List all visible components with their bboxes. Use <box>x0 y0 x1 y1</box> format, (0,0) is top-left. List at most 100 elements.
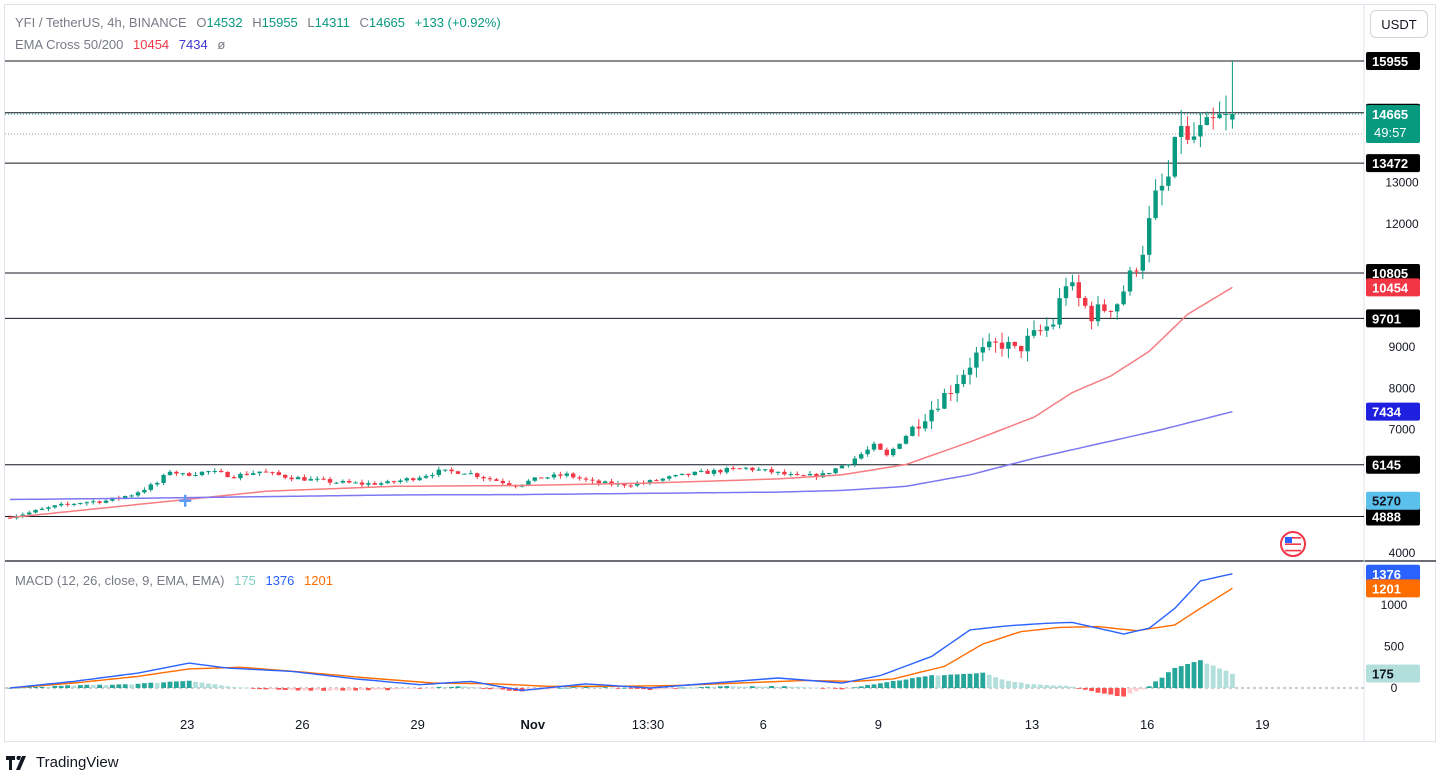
macd-histogram-bar <box>7 687 13 689</box>
candle-body <box>244 473 249 475</box>
candle-body <box>788 474 793 476</box>
macd-histogram-bar <box>1114 688 1120 696</box>
macd-histogram-bar <box>730 686 736 688</box>
candle-body <box>257 471 262 474</box>
macd-histogram-bar <box>410 688 416 689</box>
candle-body <box>295 477 301 480</box>
ema50-line <box>9 286 1233 519</box>
price-tick-label: 13000 <box>1385 176 1419 190</box>
candle-body <box>65 503 70 505</box>
macd-histogram-bar <box>654 688 659 690</box>
time-tick-label: 6 <box>760 717 767 732</box>
time-tick-label: 23 <box>180 717 194 732</box>
price-tick-label: 7000 <box>1389 423 1416 437</box>
candle-body <box>449 469 454 472</box>
macd-histogram-bar <box>385 688 390 691</box>
candle-body <box>1051 324 1056 327</box>
tradingview-logo-icon <box>6 755 26 770</box>
ema200-line <box>9 410 1233 501</box>
macd-histogram-bar <box>346 688 352 691</box>
macd-histogram-bar <box>1108 688 1114 695</box>
candle-body <box>135 492 141 496</box>
ema200-price-badge-bg <box>1366 402 1420 421</box>
candle-body <box>737 468 742 470</box>
macd-hist-badge-bg <box>1366 664 1420 683</box>
candle-body <box>660 478 665 481</box>
candle-body <box>596 480 601 484</box>
candle-body <box>1083 298 1088 306</box>
candle-body <box>910 426 915 436</box>
macd-histogram-bar <box>596 687 602 688</box>
macd-histogram-bar <box>494 688 499 690</box>
candle-body <box>1147 218 1152 255</box>
flag-canton <box>1285 537 1292 543</box>
candle-body <box>494 479 499 481</box>
macd-histogram-bar <box>954 674 960 688</box>
candle-body <box>91 501 96 503</box>
candle-body <box>372 483 377 485</box>
candle-body <box>1153 190 1158 219</box>
macd-histogram-bar <box>26 687 32 688</box>
time-tick-label: 13 <box>1025 717 1039 732</box>
candle-body <box>769 469 774 473</box>
macd-histogram-bar <box>980 672 986 688</box>
macd-legend[interactable]: MACD (12, 26, close, 9, EMA, EMA) 175 13… <box>15 573 333 588</box>
time-tick-label: 26 <box>295 717 309 732</box>
macd-histogram-bar <box>1082 688 1088 690</box>
candle-body <box>123 496 128 499</box>
macd-histogram-bar <box>974 673 979 688</box>
candle-body <box>763 469 768 471</box>
price-tick-label: 4000 <box>1389 546 1416 560</box>
candle-body <box>551 474 557 478</box>
candle-body <box>500 480 505 484</box>
candle-body <box>340 480 345 483</box>
candle-body <box>967 367 973 375</box>
hidden-eye-icon[interactable]: ø <box>217 37 226 52</box>
candle-body <box>391 481 397 483</box>
macd-histogram-bar <box>1223 670 1229 688</box>
macd-histogram-bar <box>257 688 262 690</box>
flag-stripe <box>1285 549 1301 552</box>
macd-histogram-bar <box>679 687 685 689</box>
macd-histogram-bar <box>986 674 992 688</box>
candle-body <box>97 501 102 503</box>
macd-histogram-bar <box>193 681 198 688</box>
macd-histogram-bar <box>84 684 90 688</box>
macd-histogram-bar <box>1166 672 1171 688</box>
candle-body <box>526 480 531 485</box>
macd-histogram-bar <box>449 686 454 688</box>
candle-body <box>1191 136 1197 140</box>
macd-histogram-bar <box>167 681 173 688</box>
macd-histogram-bar <box>148 682 154 688</box>
candle-body <box>647 480 653 484</box>
macd-histogram-bar <box>801 687 806 688</box>
candle-body <box>366 483 371 485</box>
macd-histogram-bar <box>174 681 179 688</box>
price-chart[interactable]: 4000 7000 8000 9000 12000 13000 0 500 1000 23 26 29… <box>0 0 1441 750</box>
macd-line-value: 1376 <box>265 573 295 588</box>
candle-body <box>142 489 147 493</box>
candle-body <box>679 473 685 476</box>
candle-body <box>1172 137 1177 177</box>
macd-histogram-bar <box>90 684 96 688</box>
candle-body <box>852 458 857 465</box>
candle-body <box>807 473 813 476</box>
candle-body <box>148 484 153 490</box>
candle-body <box>532 477 537 481</box>
currency-button[interactable]: USDT <box>1370 10 1428 38</box>
candle-body <box>795 474 800 476</box>
macd-histogram-bar <box>865 684 870 688</box>
tradingview-logo[interactable]: TradingView <box>6 754 119 771</box>
macd-histogram-bar <box>206 683 211 688</box>
candle-body <box>705 470 710 474</box>
candle-body <box>686 473 691 476</box>
macd-histogram-bar <box>378 688 384 690</box>
close-label: C <box>359 15 369 30</box>
ema-legend[interactable]: EMA Cross 50/200 10454 7434 ø <box>15 37 225 52</box>
candle-body <box>347 480 352 483</box>
candle-body <box>1031 330 1037 336</box>
macd-histogram-bar <box>33 686 38 688</box>
candle-body <box>903 435 909 444</box>
macd-histogram-bar <box>775 686 781 688</box>
symbol-legend: YFI / TetherUS, 4h, BINANCE O14532 H1595… <box>15 15 501 30</box>
